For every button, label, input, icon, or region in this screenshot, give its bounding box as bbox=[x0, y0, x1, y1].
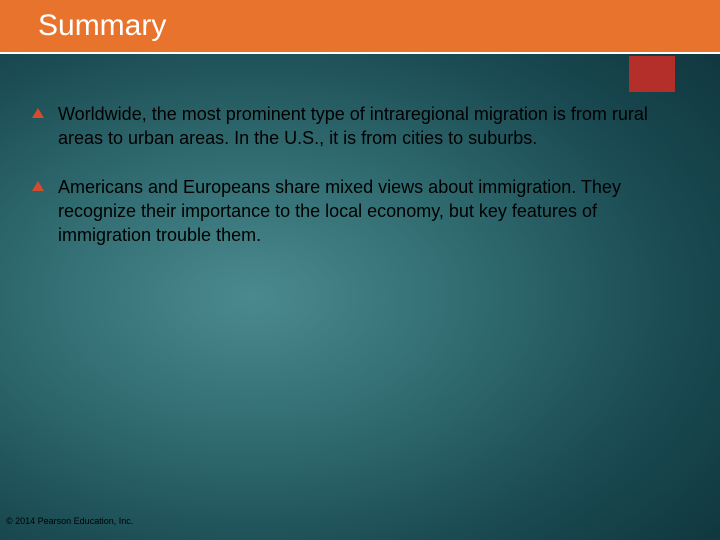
bullet-item: Americans and Europeans share mixed view… bbox=[28, 175, 680, 248]
bullet-marker-icon bbox=[32, 181, 44, 191]
bullet-text: Americans and Europeans share mixed view… bbox=[58, 175, 680, 248]
copyright-text: © 2014 Pearson Education, Inc. bbox=[6, 516, 133, 526]
bullet-text: Worldwide, the most prominent type of in… bbox=[58, 102, 680, 151]
content-area: Worldwide, the most prominent type of in… bbox=[0, 54, 720, 247]
slide-title: Summary bbox=[38, 9, 166, 43]
title-bar: Summary bbox=[0, 0, 720, 54]
bullet-item: Worldwide, the most prominent type of in… bbox=[28, 102, 680, 151]
accent-box bbox=[629, 56, 675, 92]
bullet-marker-icon bbox=[32, 108, 44, 118]
